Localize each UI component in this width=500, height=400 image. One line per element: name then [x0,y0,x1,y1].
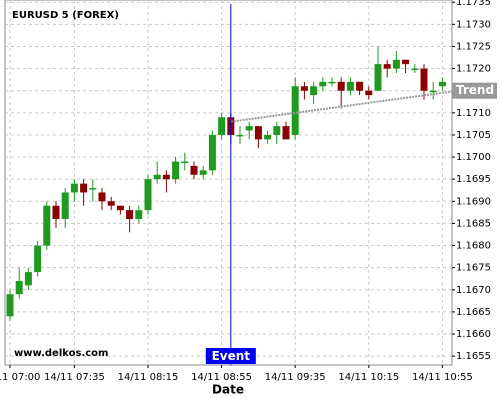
plot-area [4,0,453,366]
candle-body [107,201,115,206]
candle-body [254,126,262,140]
candle-body [264,134,272,140]
candle-body [356,81,364,91]
x-tick-label: 14/11 07:00 [0,372,40,383]
candle-body [337,81,345,91]
y-tick-label: 1.1685 [456,218,491,229]
candle-body [346,81,354,91]
y-tick-label: 1.1730 [456,19,491,30]
y-tick-label: 1.1690 [456,196,491,207]
candle-body [43,205,51,246]
y-tick-label: 1.1660 [456,329,491,340]
candle-body [52,205,60,219]
candle-body [98,192,106,202]
x-tick-label: 14/11 10:55 [412,372,473,383]
candle-body [310,86,318,96]
candle-body [236,134,244,137]
candle-body [420,68,428,91]
candle-body [190,165,198,175]
y-tick-label: 1.1700 [456,152,491,163]
candle-body [319,81,327,87]
y-tick-label: 1.1670 [456,285,491,296]
candle-body [70,183,78,193]
x-axis-title: Date [212,383,244,397]
candle-body [245,126,253,131]
candle-body [126,210,134,219]
trend-line [230,89,459,123]
candle-body [116,205,124,211]
watermark: www.delkos.com [14,348,108,359]
candle-body [89,188,97,190]
x-tick-label: 14/11 08:15 [118,372,179,383]
candle-body [411,68,419,71]
y-tick-label: 1.1735 [456,0,491,8]
candle-body [300,86,308,91]
x-tick-label: 14/11 08:55 [191,372,252,383]
trend-label: Trend [456,83,494,97]
candle-body [374,64,382,91]
candle-body [328,81,336,84]
y-tick-label: 1.1695 [456,174,491,185]
candle-body [218,117,226,135]
x-tick-label: 14/11 10:15 [338,372,399,383]
candle-body [153,174,161,180]
y-tick-label: 1.1655 [456,351,491,362]
candle-body [199,170,207,175]
candle-body [208,134,216,171]
y-tick-label: 1.1665 [456,307,491,318]
y-tick-label: 1.1720 [456,64,491,75]
candle-body [383,64,391,69]
candle-body [135,210,143,219]
candle-body [273,126,281,135]
y-tick-label: 1.1725 [456,41,491,52]
event-label-box [205,348,256,364]
candle-body [365,90,373,96]
y-tick-label: 1.1680 [456,241,491,252]
x-tick-label: 14/11 09:35 [265,372,326,383]
candle-body [402,59,410,65]
y-tick-label: 1.1710 [456,108,491,119]
candle-body [162,174,170,180]
y-tick-label: 1.1705 [456,130,491,141]
candle-body [144,179,152,211]
candle-body [438,81,446,87]
candle-body [282,126,290,140]
candle-body [291,86,299,135]
trend-label-box [452,82,497,99]
chart-title: EURUSD 5 (FOREX) [12,10,119,21]
event-label: Event [212,349,251,363]
candle-body [172,161,180,180]
candle-body [429,90,437,93]
y-tick-label: 1.1675 [456,263,491,274]
candle-body [392,59,400,69]
candle-body [6,294,14,317]
candle-body [34,245,42,273]
candle-body [80,183,88,193]
x-tick-label: 14/11 07:35 [44,372,105,383]
candle-body [61,192,69,219]
candle-body [181,161,189,163]
candle-body [24,272,32,286]
candle-body [15,280,23,295]
